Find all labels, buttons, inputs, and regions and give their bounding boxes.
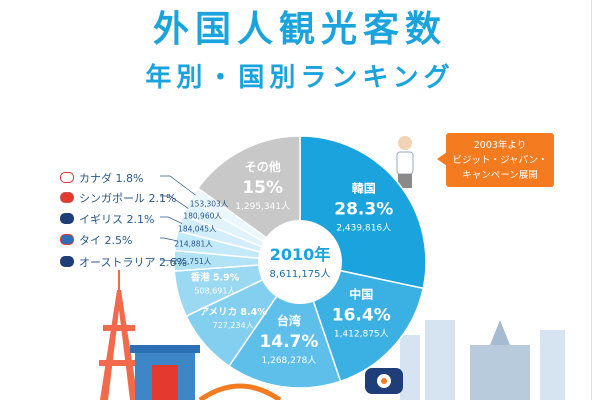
- callout-line-3: キャンペーン展開: [462, 170, 538, 181]
- slice-percent-1: 16.4%: [332, 306, 391, 326]
- slice-count-3: 727,234人: [213, 321, 254, 330]
- callout-tail: [437, 152, 447, 166]
- slice-percent-10: 15%: [242, 178, 283, 198]
- slice-percent-0: 28.3%: [334, 199, 393, 219]
- temple-gate-illustration: [130, 345, 200, 400]
- legend-singapore: シンガポール 2.1%: [60, 191, 176, 207]
- thailand-flag-icon: [60, 234, 74, 245]
- person-illustration: [396, 136, 414, 188]
- slice-percent-2: 14.7%: [259, 332, 318, 352]
- canada-flag-icon: [60, 172, 74, 183]
- australia-flag-icon: [60, 256, 74, 267]
- slice-name-1: 中国: [349, 287, 373, 302]
- chart-title: 外国人観光客数: [152, 9, 447, 50]
- uk-flag-icon: [60, 213, 74, 224]
- leader-line-9: [160, 175, 196, 196]
- slice-name-10: その他: [245, 159, 281, 174]
- slice-count-0: 2,439,816人: [336, 222, 391, 233]
- callout-line-2: ビジット・ジャパン・: [452, 155, 548, 166]
- slice-name-percent-3: アメリカ 8.4%: [200, 307, 268, 318]
- chart-subtitle: 年別・国別ランキング: [145, 63, 455, 93]
- pie-slice-2: [228, 260, 342, 389]
- singapore-flag-icon: [60, 192, 74, 203]
- page-edge-divider: [591, 0, 592, 400]
- slice-count-2: 1,268,278人: [262, 355, 317, 366]
- slice-count-7: 184,045人: [178, 225, 217, 234]
- leader-line-7: [160, 216, 183, 224]
- building-illustration: [400, 320, 565, 400]
- tokyo-tower-illustration: [99, 270, 139, 400]
- slice-name-percent-4: 香港 5.9%: [190, 271, 240, 283]
- callout-line-1: 2003年より: [473, 140, 527, 151]
- leader-line-5: [160, 259, 177, 262]
- donut-center: [258, 220, 342, 304]
- slice-count-6: 214,881人: [174, 240, 213, 249]
- legend-australia: オーストラリア 2.6%: [60, 255, 187, 271]
- slice-count-4: 508,691人: [194, 286, 235, 295]
- campaign-callout: 2003年より ビジット・ジャパン・ キャンペーン展開: [446, 133, 554, 187]
- leader-line-8: [160, 195, 189, 209]
- slice-count-10: 1,295,341人: [235, 201, 290, 212]
- bridge-illustration: [198, 383, 282, 400]
- slice-name-0: 韓国: [352, 180, 376, 195]
- leader-line-6: [160, 237, 178, 242]
- center-total: 8,611,175人: [270, 268, 331, 280]
- center-year: 2010年: [270, 245, 331, 264]
- slice-count-1: 1,412,875人: [334, 329, 389, 340]
- slice-count-5: 225,751人: [173, 257, 212, 266]
- legend-canada: カナダ 1.8%: [60, 171, 143, 187]
- legend-thailand: タイ 2.5%: [60, 233, 132, 249]
- slice-count-8: 180,960人: [183, 211, 222, 220]
- slice-name-2: 台湾: [277, 313, 301, 328]
- slice-count-9: 153,303人: [190, 200, 229, 209]
- legend-uk: イギリス 2.1%: [60, 212, 154, 228]
- sushi-illustration: [365, 368, 403, 394]
